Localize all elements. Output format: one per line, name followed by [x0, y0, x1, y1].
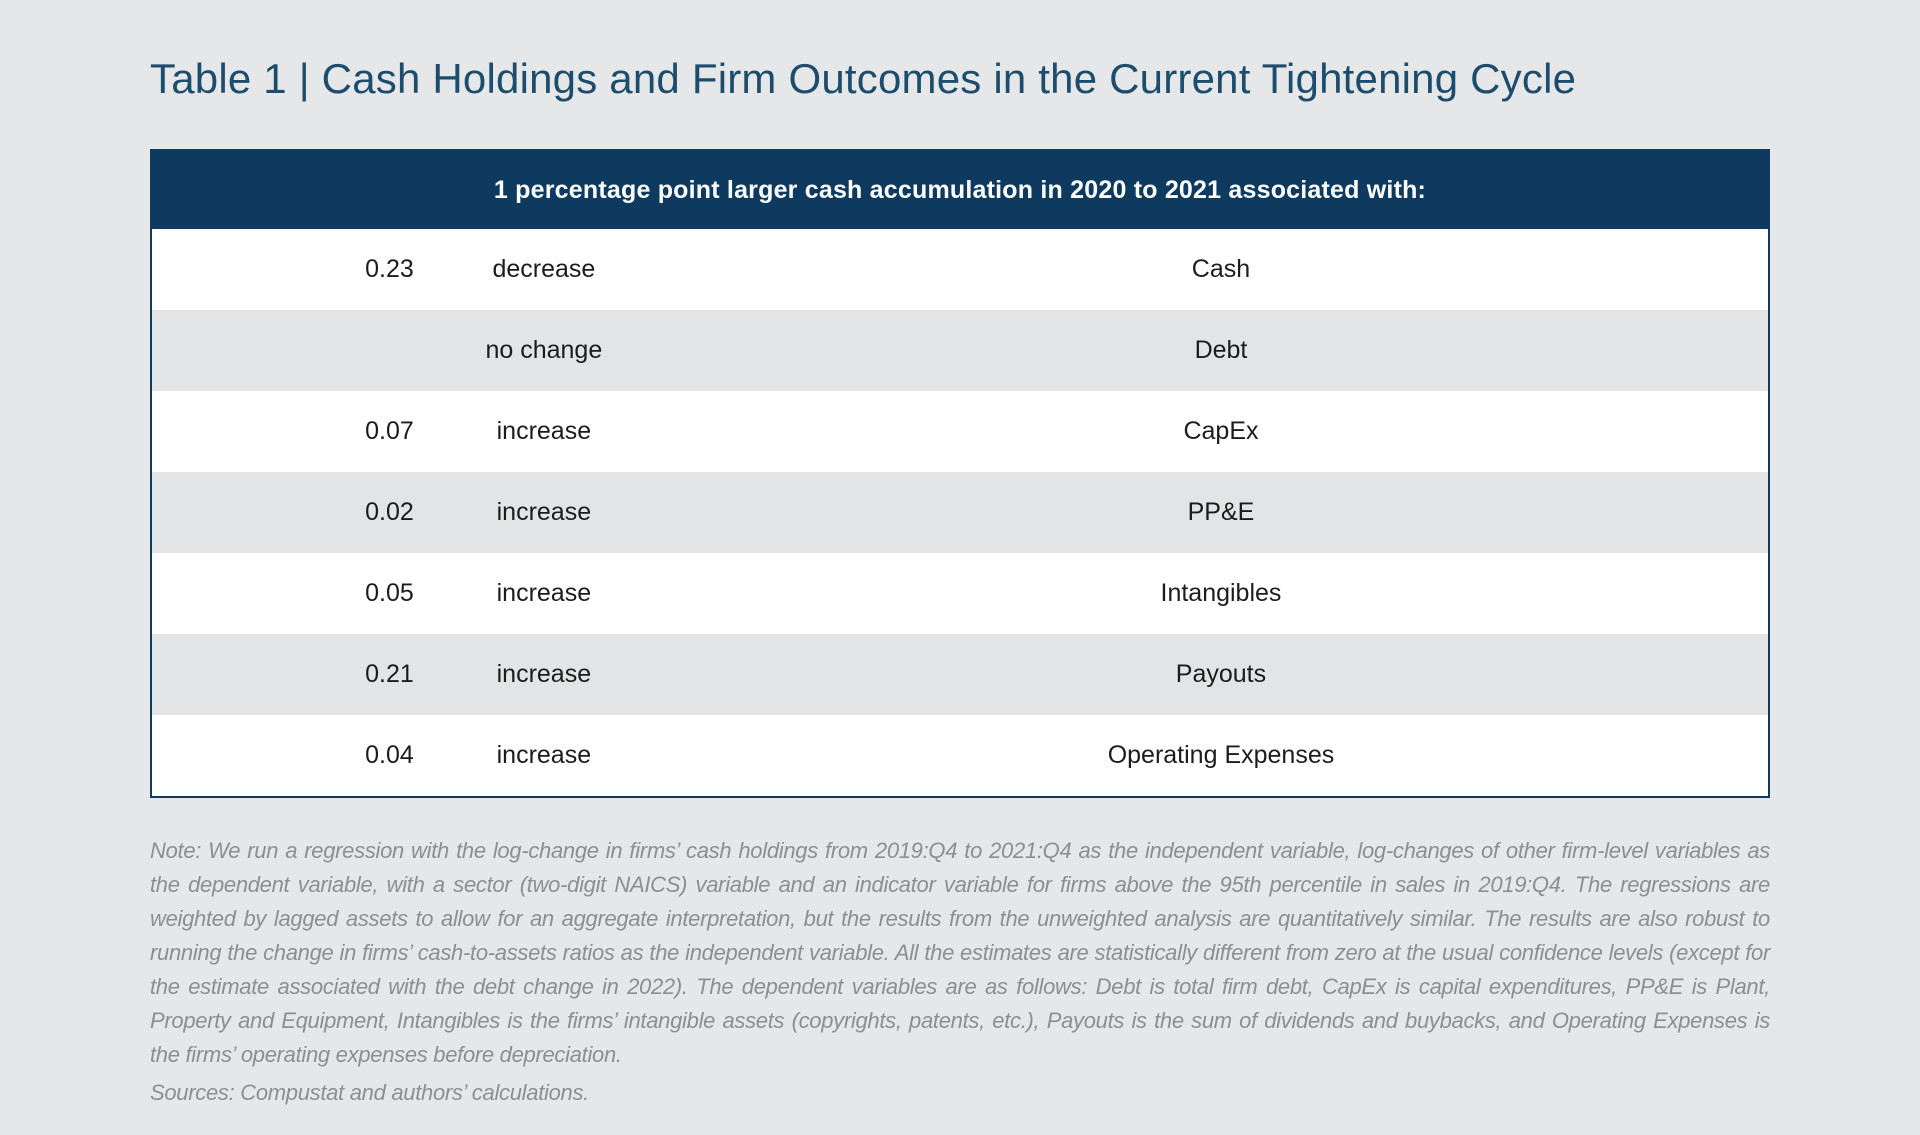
outcome-cell: Payouts: [1175, 660, 1267, 688]
outcomes-table: 1 percentage point larger cash accumulat…: [150, 149, 1770, 798]
outcome-cell: PP&E: [1187, 498, 1255, 526]
sources-text: Sources: Compustat and authors’ calculat…: [150, 1080, 589, 1105]
outcome-cell: Debt: [1194, 336, 1248, 364]
outcome-cell: Intangibles: [1160, 579, 1282, 607]
table-row: 0.05 increase Intangibles: [152, 553, 1768, 634]
outcome-cell: Operating Expenses: [1107, 741, 1335, 769]
table-row: 0.23 decrease Cash: [152, 229, 1768, 310]
direction-cell: increase: [496, 498, 592, 526]
table-row: 0.02 increase PP&E: [152, 472, 1768, 553]
direction-cell: increase: [496, 417, 592, 445]
table-row: 0.04 increase Operating Expenses: [152, 715, 1768, 796]
table-header-row: 1 percentage point larger cash accumulat…: [152, 151, 1768, 229]
outcome-cell: Cash: [1191, 255, 1251, 283]
table-header-label: 1 percentage point larger cash accumulat…: [493, 175, 1427, 204]
table-row: 0.21 increase Payouts: [152, 634, 1768, 715]
note-text: Note: We run a regression with the log-c…: [150, 838, 1770, 1067]
estimate-cell: 0.04: [365, 741, 414, 769]
estimate-cell: 0.21: [365, 660, 414, 688]
direction-cell: no change: [485, 336, 603, 364]
estimate-cell: 0.02: [365, 498, 414, 526]
table-row: 0.07 increase CapEx: [152, 391, 1768, 472]
outcome-cell: CapEx: [1183, 417, 1259, 445]
estimate-cell: 0.07: [365, 417, 414, 445]
page-title: Table 1 | Cash Holdings and Firm Outcome…: [150, 55, 1577, 102]
estimate-cell: 0.05: [365, 579, 414, 607]
table-body: 0.23 decrease Cash no change Debt 0.07 i…: [152, 229, 1768, 796]
direction-cell: increase: [496, 579, 592, 607]
table-row: no change Debt: [152, 310, 1768, 391]
estimate-cell: 0.23: [365, 255, 414, 283]
direction-cell: increase: [496, 660, 592, 688]
direction-cell: increase: [496, 741, 592, 769]
direction-cell: decrease: [492, 255, 596, 283]
page-container: Table 1 | Cash Holdings and Firm Outcome…: [150, 55, 1770, 1110]
